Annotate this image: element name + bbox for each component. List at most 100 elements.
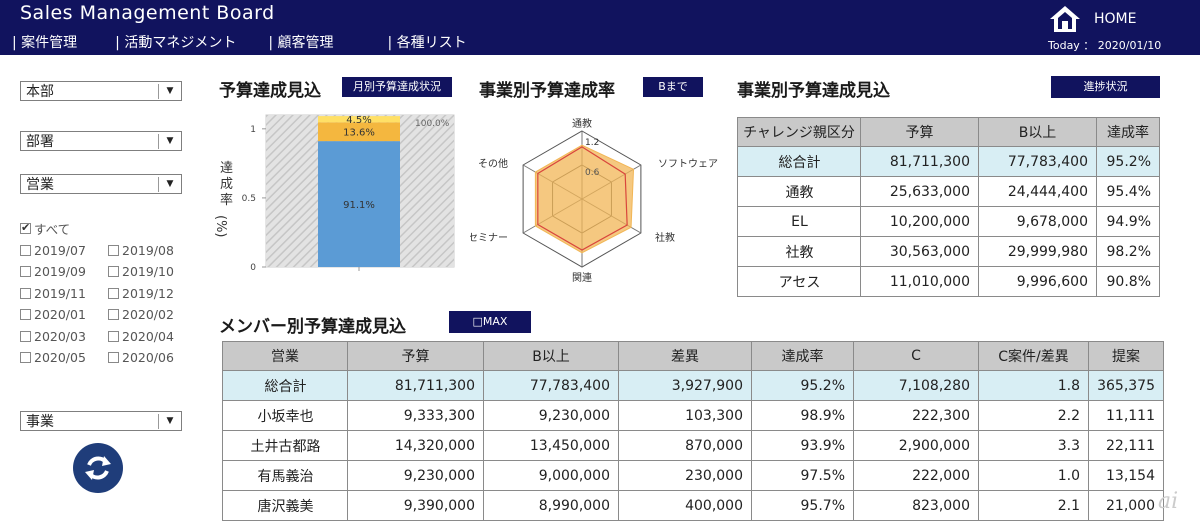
checkbox-icon: [20, 309, 31, 321]
checkbox-icon: [20, 352, 31, 364]
radar-tick-label: 0.6: [585, 168, 600, 178]
column-header: 達成率: [1096, 117, 1160, 147]
y-axis-title-part: 成: [220, 177, 233, 192]
value-cell: 14,320,000: [347, 430, 484, 461]
radar-title: 事業別予算達成率: [479, 81, 615, 101]
radar-axis-label: ソフトウェア: [658, 158, 718, 170]
radar-tick-label: 1.2: [585, 138, 599, 148]
value-cell: 22,111: [1088, 430, 1164, 461]
value-cell: 95.2%: [751, 370, 854, 401]
value-cell: 24,444,400: [978, 176, 1097, 207]
chevron-down-icon: ▼: [158, 84, 181, 99]
value-cell: 90.8%: [1096, 266, 1160, 297]
bar-segment-label: 91.1%: [343, 200, 375, 211]
checkbox-label: 2019/12: [122, 285, 174, 301]
y-axis-title-part: 達: [220, 161, 233, 176]
value-cell: 95.7%: [751, 490, 854, 521]
value-cell: 13,154: [1088, 460, 1164, 491]
checkbox-all[interactable]: すべて: [20, 219, 108, 238]
y-axis-title: 達 成 率 (%): [213, 161, 233, 238]
value-cell: 10,200,000: [860, 206, 979, 237]
value-cell: 11,111: [1088, 400, 1164, 431]
radar-axis-label: 通教: [572, 117, 592, 130]
max-button[interactable]: □MAX: [449, 311, 531, 333]
monthly-budget-button[interactable]: 月別予算達成状況: [342, 77, 452, 97]
value-cell: 9,333,300: [347, 400, 484, 431]
checkbox-icon: [108, 287, 119, 299]
refresh-icon: [85, 456, 111, 480]
business-forecast-title: 事業別予算達成見込: [737, 81, 890, 101]
month-filter: すべて 2019/07 2019/08 2019/09 2019/10 2019…: [20, 218, 196, 369]
value-cell: 9,678,000: [978, 206, 1097, 237]
y-tick-label: 0.5: [242, 194, 256, 204]
column-header: B以上: [978, 117, 1097, 147]
checkbox-month[interactable]: 2019/11: [20, 286, 108, 301]
headquarters-select[interactable]: 本部 ▼: [20, 81, 182, 101]
column-header: C案件/差異: [978, 341, 1089, 371]
value-cell: 9,996,600: [978, 266, 1097, 297]
value-cell: 95.2%: [1096, 146, 1160, 177]
nav-item-customer-management[interactable]: | 顧客管理: [268, 35, 334, 51]
value-cell: 9,230,000: [483, 400, 619, 431]
column-header: 予算: [860, 117, 979, 147]
value-cell: 870,000: [618, 430, 752, 461]
radar-axis-label: 社教: [655, 231, 675, 244]
until-b-button[interactable]: Bまで: [643, 77, 703, 97]
value-cell: 3.3: [978, 430, 1089, 461]
department-select[interactable]: 部署 ▼: [20, 131, 182, 151]
app-header: Sales Management Board | 案件管理 | 活動マネジメント…: [0, 0, 1200, 55]
checkbox-label: 2019/09: [34, 264, 86, 280]
watermark-logo: ai: [1158, 489, 1179, 514]
value-cell: 222,300: [853, 400, 979, 431]
checkbox-month[interactable]: 2020/06: [108, 350, 196, 365]
progress-status-button[interactable]: 進捗状況: [1051, 76, 1160, 98]
column-header: 提案: [1088, 341, 1164, 371]
column-header: 予算: [347, 341, 484, 371]
checkbox-month[interactable]: 2019/09: [20, 264, 108, 279]
checkbox-month[interactable]: 2020/01: [20, 307, 108, 322]
value-cell: 98.2%: [1096, 236, 1160, 267]
nav-item-activity-management[interactable]: | 活動マネジメント: [115, 35, 237, 51]
home-icon: [1050, 6, 1080, 32]
checkbox-month[interactable]: 2019/12: [108, 286, 196, 301]
checkbox-month[interactable]: 2019/07: [20, 243, 108, 258]
value-cell: 222,000: [853, 460, 979, 491]
chevron-down-icon: ▼: [158, 177, 181, 192]
radar-axis-label: 関連: [572, 271, 592, 284]
checkbox-label: すべて: [34, 222, 71, 238]
checkbox-month[interactable]: 2020/03: [20, 329, 108, 344]
value-cell: 823,000: [853, 490, 979, 521]
checkbox-checked-icon: [20, 221, 31, 235]
refresh-button[interactable]: [73, 443, 123, 493]
checkbox-month[interactable]: 2020/05: [20, 350, 108, 365]
total-row: 総合計 81,711,300 77,783,400 95.2%: [737, 146, 1160, 177]
row-label-cell: 唐沢義美: [222, 490, 348, 521]
row-label-cell: 総合計: [222, 370, 348, 401]
nav-item-case-management[interactable]: | 案件管理: [12, 35, 78, 51]
bar-segment-label: 4.5%: [346, 115, 371, 126]
today-date: Today ： 2020/01/10: [1048, 39, 1162, 52]
business-row: 通教 25,633,000 24,444,400 95.4%: [737, 176, 1160, 207]
value-cell: 30,563,000: [860, 236, 979, 267]
value-cell: 77,783,400: [483, 370, 619, 401]
radar-series-area: [534, 144, 635, 254]
value-cell: 365,375: [1088, 370, 1164, 401]
home-link[interactable]: HOME: [1048, 4, 1136, 34]
checkbox-month[interactable]: 2020/02: [108, 307, 196, 322]
checkbox-month[interactable]: 2019/10: [108, 264, 196, 279]
column-header: B以上: [483, 341, 619, 371]
row-label-cell: 総合計: [737, 146, 861, 177]
column-header: C: [853, 341, 979, 371]
y-tick-label: 0: [250, 263, 256, 273]
business-select[interactable]: 事業 ▼: [20, 411, 182, 431]
member-row: 有馬義治 9,230,000 9,000,000 230,000 97.5% 222,00…: [222, 460, 1164, 491]
nav-item-lists[interactable]: | 各種リスト: [387, 35, 467, 51]
checkbox-icon: [20, 330, 31, 342]
sales-select[interactable]: 営業 ▼: [20, 174, 182, 194]
value-cell: 81,711,300: [347, 370, 484, 401]
value-cell: 400,000: [618, 490, 752, 521]
checkbox-month[interactable]: 2019/08: [108, 243, 196, 258]
value-cell: 25,633,000: [860, 176, 979, 207]
checkbox-month[interactable]: 2020/04: [108, 329, 196, 344]
